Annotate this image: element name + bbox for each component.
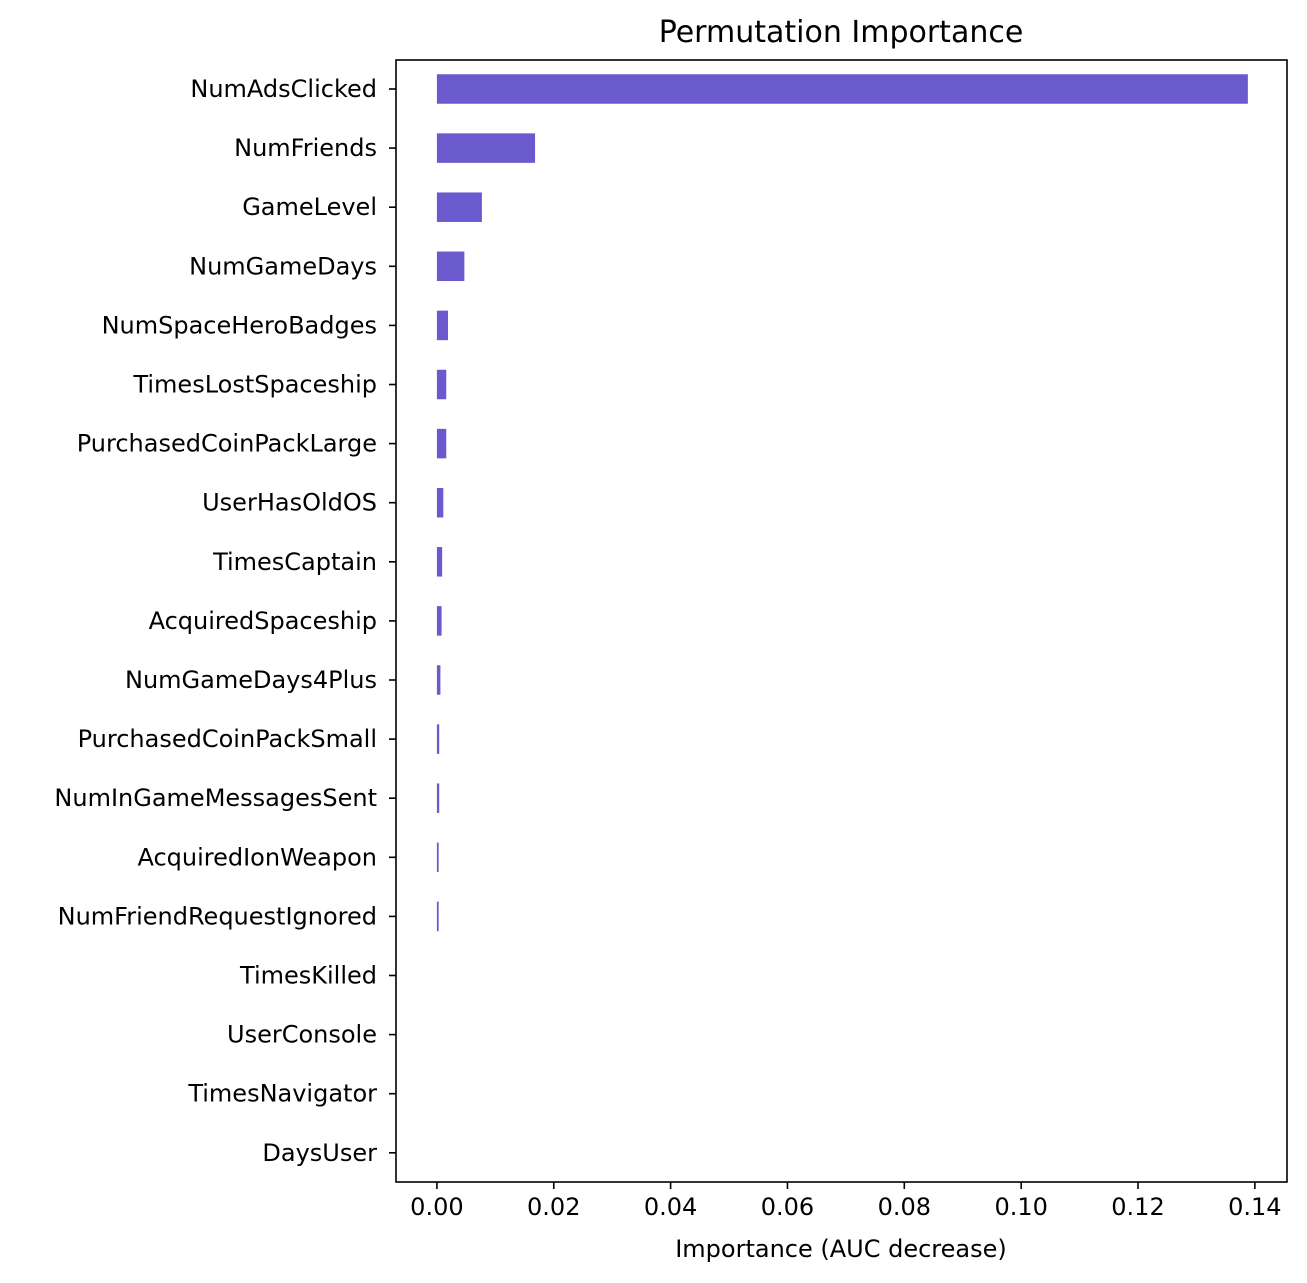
y-tick-label: AcquiredIonWeapon <box>137 843 377 871</box>
y-tick-label: NumInGameMessagesSent <box>54 784 377 812</box>
x-tick-label: 0.06 <box>761 1193 814 1221</box>
bar-PurchasedCoinPackLarge <box>436 428 447 459</box>
y-tick-label: DaysUser <box>262 1139 377 1167</box>
bar-NumInGameMessagesSent <box>436 783 440 813</box>
y-tick-label: TimesNavigator <box>187 1080 377 1108</box>
y-tick-label: NumFriendRequestIgnored <box>58 902 377 930</box>
x-axis-ticks: 0.00 0.02 0.04 0.06 0.08 0.10 0.12 0.14 <box>410 1182 1282 1221</box>
y-tick-label: NumGameDays <box>189 252 377 280</box>
x-tick-label: 0.10 <box>994 1193 1047 1221</box>
y-tick-label: NumFriends <box>234 134 377 162</box>
bar-AcquiredIonWeapon <box>436 842 439 873</box>
bar-GameLevel <box>436 192 482 222</box>
y-tick-label: NumSpaceHeroBadges <box>102 311 377 339</box>
y-tick-label: NumGameDays4Plus <box>125 666 377 694</box>
bar-PurchasedCoinPackSmall <box>436 724 440 754</box>
x-axis-label: Importance (AUC decrease) <box>675 1235 1007 1263</box>
y-tick-label: UserConsole <box>227 1021 377 1049</box>
bar-TimesCaptain <box>436 547 443 577</box>
bar-NumGameDays <box>436 251 465 282</box>
x-tick-label: 0.04 <box>644 1193 697 1221</box>
x-tick-label: 0.14 <box>1228 1193 1281 1221</box>
x-tick-label: 0.02 <box>527 1193 580 1221</box>
y-tick-label: NumAdsClicked <box>190 75 377 103</box>
y-tick-label: TimesLostSpaceship <box>132 371 377 399</box>
bars-layer <box>436 74 1248 932</box>
y-tick-label: PurchasedCoinPackSmall <box>78 725 377 753</box>
y-tick-label: AcquiredSpaceship <box>149 607 377 635</box>
bar-NumFriendRequestIgnored <box>436 901 439 932</box>
x-tick-label: 0.00 <box>410 1193 463 1221</box>
plot-frame <box>395 59 1288 1183</box>
y-tick-label: PurchasedCoinPackLarge <box>77 430 377 458</box>
y-tick-label: GameLevel <box>242 193 377 221</box>
y-tick-label: UserHasOldOS <box>202 489 377 517</box>
bar-UserHasOldOS <box>436 487 444 518</box>
y-axis-ticks: NumAdsClicked NumFriends GameLevel NumGameD… <box>54 75 396 1167</box>
bar-AcquiredSpaceship <box>436 606 442 636</box>
bar-NumFriends <box>436 133 536 163</box>
bar-NumGameDays4Plus <box>436 665 441 695</box>
y-tick-label: TimesKilled <box>239 962 377 990</box>
x-tick-label: 0.12 <box>1111 1193 1164 1221</box>
chart-title: Permutation Importance <box>659 15 1024 50</box>
x-tick-label: 0.08 <box>878 1193 931 1221</box>
bar-NumSpaceHeroBadges <box>436 310 448 341</box>
bar-TimesLostSpaceship <box>436 369 447 400</box>
bar-NumAdsClicked <box>436 74 1248 104</box>
y-tick-label: TimesCaptain <box>212 548 377 576</box>
